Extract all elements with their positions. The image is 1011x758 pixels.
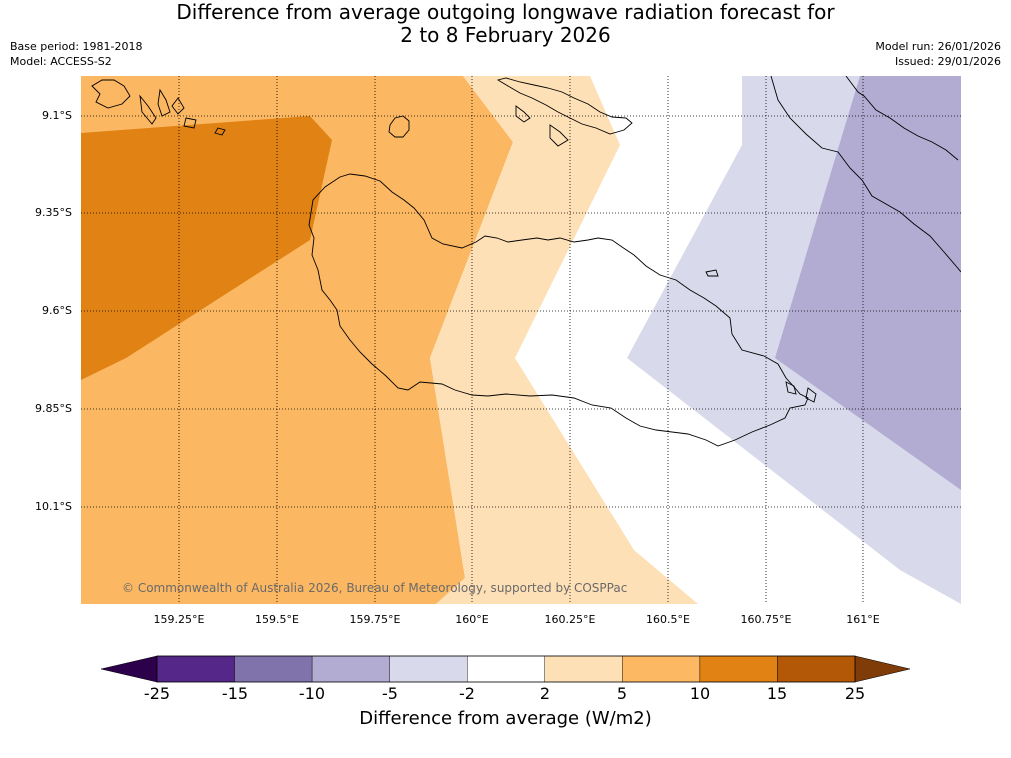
lon-label-160.75: 160.75°E (740, 613, 792, 626)
graticule (81, 76, 961, 604)
coastline-florida-islands (496, 77, 633, 147)
coastline-islet (705, 269, 719, 277)
colorbar-segment (777, 655, 856, 683)
coastline-russell-islands (91, 79, 226, 136)
lat-label-10.1: 10.1°S (35, 500, 72, 513)
coastline-savo-island (388, 115, 410, 138)
colorbar-extend-high (854, 655, 911, 683)
colorbar-label: Difference from average (W/m2) (359, 708, 652, 729)
colorbar-segment (389, 655, 468, 683)
colorbar-tick-label: -25 (143, 684, 171, 703)
colorbar-segment (311, 655, 390, 683)
coastline-east-islets (785, 381, 817, 403)
colorbar-tick-label: -15 (221, 684, 249, 703)
coastline-guadalcanal (308, 173, 809, 447)
lon-label-161: 161°E (846, 613, 880, 626)
colorbar-segment (234, 655, 313, 683)
colorbar (100, 655, 911, 683)
colorbar-tick-label: 5 (616, 684, 628, 703)
region-peach (430, 76, 698, 604)
model-label: Model: ACCESS-S2 (10, 55, 112, 68)
lon-label-159.25: 159.25°E (153, 613, 205, 626)
base-period-label: Base period: 1981-2018 (10, 40, 143, 53)
map-area (81, 76, 961, 604)
colorbar-tick-label: -2 (459, 684, 475, 703)
colorbar-tick-label: 2 (539, 684, 551, 703)
coastline-malaita-north (845, 76, 959, 161)
colorbar-segment (699, 655, 778, 683)
colorbar-tick-label: 25 (844, 684, 866, 703)
issued-label: Issued: 29/01/2026 (894, 55, 1001, 68)
chart-title-line-2: 2 to 8 February 2026 (400, 23, 611, 47)
colorbar-extend-low (100, 655, 158, 683)
lon-label-160.5: 160.5°E (646, 613, 690, 626)
colorbar-tick-label: 15 (766, 684, 788, 703)
colorbar-segment (467, 655, 545, 683)
colorbar-outline (156, 655, 856, 683)
lon-label-160.25: 160.25°E (544, 613, 596, 626)
lat-label-9.6: 9.6°S (42, 304, 72, 317)
model-run-label: Model run: 26/01/2026 (875, 40, 1001, 53)
lon-label-159.75: 159.75°E (349, 613, 401, 626)
colorbar-tick-label: 10 (689, 684, 711, 703)
lon-label-160: 160°E (455, 613, 489, 626)
lon-label-159.5: 159.5°E (255, 613, 299, 626)
coastline-malaita (770, 76, 961, 273)
lat-label-9.85: 9.85°S (35, 402, 72, 415)
copyright-notice: © Commonwealth of Australia 2026, Bureau… (122, 581, 627, 595)
region-lavender-mid (775, 76, 961, 490)
chart-title-line-1: Difference from average outgoing longwav… (176, 0, 835, 24)
region-orange-mid (81, 116, 332, 380)
lat-label-9.35: 9.35°S (35, 206, 72, 219)
colorbar-segment (156, 655, 235, 683)
colorbar-tick-label: -10 (298, 684, 326, 703)
colorbar-tick-label: -5 (382, 684, 398, 703)
colorbar-segment (544, 655, 623, 683)
coastlines (91, 76, 961, 447)
lat-label-9.1: 9.1°S (42, 109, 72, 122)
colorbar-segment (622, 655, 701, 683)
